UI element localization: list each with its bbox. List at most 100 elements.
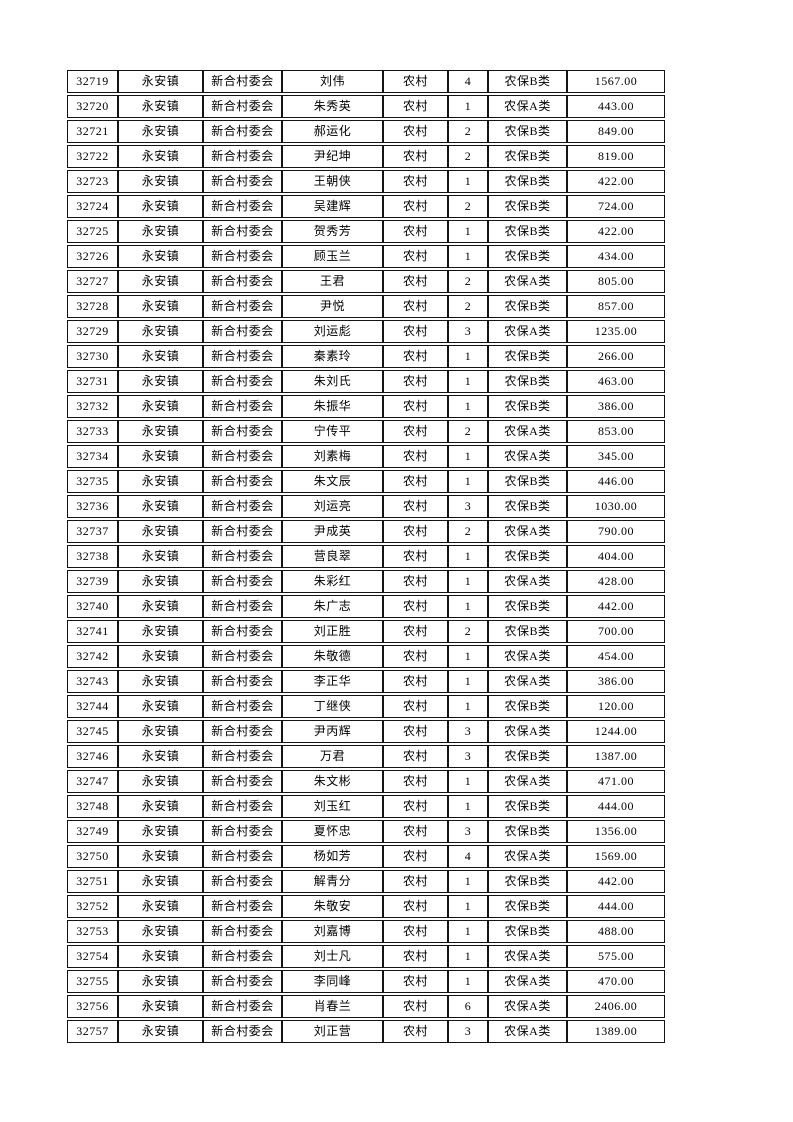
- cell-amount: 1235.00: [567, 320, 665, 343]
- cell-person-count: 2: [448, 270, 488, 293]
- cell-person-name: 刘运彪: [282, 320, 383, 343]
- cell-record-id: 32747: [67, 770, 118, 793]
- cell-village-committee: 新合村委会: [203, 1020, 282, 1043]
- cell-town: 永安镇: [118, 95, 203, 118]
- table-row: 32728 永安镇 新合村委会 尹悦 农村 2 农保B类 857.00: [67, 295, 665, 318]
- cell-town: 永安镇: [118, 420, 203, 443]
- cell-record-id: 32745: [67, 720, 118, 743]
- cell-town: 永安镇: [118, 120, 203, 143]
- table-row: 32732 永安镇 新合村委会 朱振华 农村 1 农保B类 386.00: [67, 395, 665, 418]
- cell-record-id: 32733: [67, 420, 118, 443]
- cell-village-committee: 新合村委会: [203, 470, 282, 493]
- cell-area-type: 农村: [383, 545, 448, 568]
- cell-amount: 454.00: [567, 645, 665, 668]
- cell-town: 永安镇: [118, 620, 203, 643]
- cell-insurance-type: 农保A类: [488, 570, 567, 593]
- cell-amount: 1389.00: [567, 1020, 665, 1043]
- table-row: 32725 永安镇 新合村委会 贺秀芳 农村 1 农保B类 422.00: [67, 220, 665, 243]
- cell-amount: 434.00: [567, 245, 665, 268]
- cell-person-count: 1: [448, 245, 488, 268]
- table-row: 32719 永安镇 新合村委会 刘伟 农村 4 农保B类 1567.00: [67, 70, 665, 93]
- cell-record-id: 32740: [67, 595, 118, 618]
- cell-person-name: 杨如芳: [282, 845, 383, 868]
- cell-amount: 442.00: [567, 870, 665, 893]
- cell-town: 永安镇: [118, 670, 203, 693]
- cell-amount: 422.00: [567, 170, 665, 193]
- cell-amount: 442.00: [567, 595, 665, 618]
- cell-area-type: 农村: [383, 395, 448, 418]
- cell-area-type: 农村: [383, 220, 448, 243]
- table-row: 32756 永安镇 新合村委会 肖春兰 农村 6 农保A类 2406.00: [67, 995, 665, 1018]
- cell-insurance-type: 农保A类: [488, 420, 567, 443]
- cell-town: 永安镇: [118, 545, 203, 568]
- cell-record-id: 32727: [67, 270, 118, 293]
- cell-amount: 853.00: [567, 420, 665, 443]
- cell-person-count: 1: [448, 470, 488, 493]
- cell-amount: 1356.00: [567, 820, 665, 843]
- cell-town: 永安镇: [118, 70, 203, 93]
- cell-town: 永安镇: [118, 970, 203, 993]
- table-row: 32729 永安镇 新合村委会 刘运彪 农村 3 农保A类 1235.00: [67, 320, 665, 343]
- cell-person-count: 4: [448, 70, 488, 93]
- cell-record-id: 32729: [67, 320, 118, 343]
- table-row: 32741 永安镇 新合村委会 刘正胜 农村 2 农保B类 700.00: [67, 620, 665, 643]
- cell-area-type: 农村: [383, 270, 448, 293]
- cell-person-name: 郝运化: [282, 120, 383, 143]
- cell-town: 永安镇: [118, 770, 203, 793]
- cell-record-id: 32746: [67, 745, 118, 768]
- cell-record-id: 32731: [67, 370, 118, 393]
- cell-person-count: 1: [448, 645, 488, 668]
- cell-record-id: 32753: [67, 920, 118, 943]
- cell-amount: 386.00: [567, 395, 665, 418]
- cell-village-committee: 新合村委会: [203, 95, 282, 118]
- cell-person-name: 朱振华: [282, 395, 383, 418]
- cell-town: 永安镇: [118, 720, 203, 743]
- cell-area-type: 农村: [383, 295, 448, 318]
- cell-amount: 1030.00: [567, 495, 665, 518]
- cell-person-name: 朱敬安: [282, 895, 383, 918]
- cell-town: 永安镇: [118, 320, 203, 343]
- cell-town: 永安镇: [118, 245, 203, 268]
- cell-person-count: 1: [448, 945, 488, 968]
- cell-person-count: 2: [448, 195, 488, 218]
- cell-record-id: 32739: [67, 570, 118, 593]
- table-row: 32733 永安镇 新合村委会 宁传平 农村 2 农保A类 853.00: [67, 420, 665, 443]
- cell-insurance-type: 农保B类: [488, 195, 567, 218]
- cell-town: 永安镇: [118, 445, 203, 468]
- cell-person-name: 刘正胜: [282, 620, 383, 643]
- cell-town: 永安镇: [118, 395, 203, 418]
- cell-area-type: 农村: [383, 170, 448, 193]
- cell-person-name: 李同峰: [282, 970, 383, 993]
- cell-person-name: 朱文辰: [282, 470, 383, 493]
- cell-town: 永安镇: [118, 345, 203, 368]
- cell-person-name: 尹成英: [282, 520, 383, 543]
- cell-amount: 120.00: [567, 695, 665, 718]
- cell-record-id: 32734: [67, 445, 118, 468]
- cell-amount: 819.00: [567, 145, 665, 168]
- table-row: 32734 永安镇 新合村委会 刘素梅 农村 1 农保A类 345.00: [67, 445, 665, 468]
- table-row: 32726 永安镇 新合村委会 顾玉兰 农村 1 农保B类 434.00: [67, 245, 665, 268]
- cell-person-count: 3: [448, 820, 488, 843]
- cell-insurance-type: 农保B类: [488, 120, 567, 143]
- cell-village-committee: 新合村委会: [203, 845, 282, 868]
- cell-village-committee: 新合村委会: [203, 320, 282, 343]
- cell-town: 永安镇: [118, 195, 203, 218]
- cell-area-type: 农村: [383, 920, 448, 943]
- cell-person-name: 尹悦: [282, 295, 383, 318]
- cell-amount: 404.00: [567, 545, 665, 568]
- cell-insurance-type: 农保A类: [488, 1020, 567, 1043]
- cell-person-name: 丁继侠: [282, 695, 383, 718]
- table-row: 32740 永安镇 新合村委会 朱广志 农村 1 农保B类 442.00: [67, 595, 665, 618]
- cell-person-name: 尹纪坤: [282, 145, 383, 168]
- cell-amount: 488.00: [567, 920, 665, 943]
- cell-amount: 700.00: [567, 620, 665, 643]
- cell-area-type: 农村: [383, 670, 448, 693]
- cell-record-id: 32725: [67, 220, 118, 243]
- cell-record-id: 32735: [67, 470, 118, 493]
- cell-town: 永安镇: [118, 820, 203, 843]
- cell-area-type: 农村: [383, 795, 448, 818]
- table-row: 32739 永安镇 新合村委会 朱彩红 农村 1 农保A类 428.00: [67, 570, 665, 593]
- table-row: 32721 永安镇 新合村委会 郝运化 农村 2 农保B类 849.00: [67, 120, 665, 143]
- cell-person-count: 1: [448, 970, 488, 993]
- cell-record-id: 32755: [67, 970, 118, 993]
